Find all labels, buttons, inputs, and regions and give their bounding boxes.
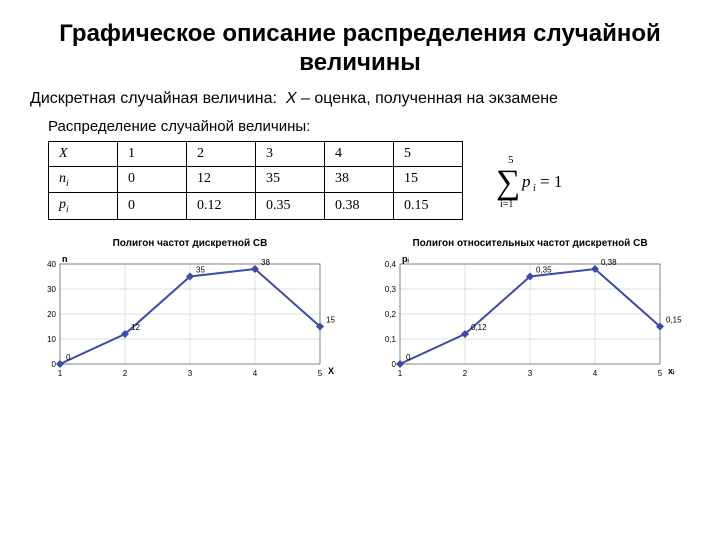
svg-text:20: 20: [47, 310, 56, 319]
svg-text:5: 5: [658, 369, 663, 378]
subtitle: Дискретная случайная величина: X – оценк…: [30, 90, 690, 108]
svg-text:0: 0: [66, 353, 71, 362]
svg-text:0,1: 0,1: [385, 335, 397, 344]
svg-text:0,38: 0,38: [601, 258, 617, 267]
svg-text:3: 3: [528, 369, 533, 378]
svg-text:xᵢ: xᵢ: [668, 366, 675, 376]
svg-text:2: 2: [123, 369, 128, 378]
subtitle-var: X: [286, 90, 297, 107]
chart-frequencies: Полигон частот дискретной СВ 01020304012…: [30, 238, 350, 387]
svg-text:X: X: [328, 366, 334, 376]
svg-text:30: 30: [47, 285, 56, 294]
svg-text:12: 12: [131, 323, 140, 332]
svg-text:10: 10: [47, 335, 56, 344]
svg-text:5: 5: [318, 369, 323, 378]
table-row: ni 0 12 35 38 15: [49, 166, 463, 193]
page-title: Графическое описание распределения случа…: [30, 20, 690, 78]
svg-text:4: 4: [253, 369, 258, 378]
svg-text:0: 0: [392, 360, 397, 369]
svg-text:1: 1: [58, 369, 63, 378]
svg-text:pᵢ: pᵢ: [402, 254, 409, 264]
row-header: ni: [49, 166, 118, 193]
table-row: pi 0 0.12 0.35 0.38 0.15: [49, 193, 463, 220]
svg-text:3: 3: [188, 369, 193, 378]
svg-text:0,4: 0,4: [385, 260, 397, 269]
svg-text:15: 15: [326, 316, 335, 325]
row-header: X: [49, 141, 118, 166]
chart1-svg: 01020304012345012353815nX: [30, 252, 350, 382]
svg-text:35: 35: [196, 266, 205, 275]
distribution-label: Распределение случайной величины:: [48, 118, 690, 135]
svg-text:i: i: [533, 183, 536, 194]
chart2-title: Полигон относительных частот дискретной …: [370, 238, 690, 250]
formula-body: p: [521, 172, 531, 191]
sigma-icon: ∑: [496, 164, 520, 201]
svg-text:38: 38: [261, 258, 270, 267]
svg-text:= 1: = 1: [540, 172, 562, 191]
chart2-svg: 0 0,1 0,2 0,3 0,4 1 2 3 4 5 0 0,12 0,35 0,38 0,15 pᵢ xᵢ: [370, 252, 690, 382]
svg-text:4: 4: [593, 369, 598, 378]
table-row: X 1 2 3 4 5: [49, 141, 463, 166]
svg-text:1: 1: [398, 369, 403, 378]
sum-lower: i=1: [500, 199, 513, 210]
sum-formula: 5 ∑ i=1 p i = 1: [478, 141, 568, 216]
subtitle-desc: – оценка, полученная на экзамене: [297, 90, 558, 107]
svg-text:0: 0: [52, 360, 57, 369]
distribution-table: X 1 2 3 4 5 ni 0 12 35 38 15 pi 0 0.12 0…: [48, 141, 463, 221]
row-header: pi: [49, 193, 118, 220]
svg-text:0,15: 0,15: [666, 316, 682, 325]
svg-text:40: 40: [47, 260, 56, 269]
chart1-title: Полигон частот дискретной СВ: [30, 238, 350, 250]
svg-text:0: 0: [406, 353, 411, 362]
svg-text:0,35: 0,35: [536, 266, 552, 275]
svg-text:0,12: 0,12: [471, 323, 487, 332]
svg-text:0,3: 0,3: [385, 285, 397, 294]
svg-text:n: n: [62, 254, 68, 264]
chart-relative-frequencies: Полигон относительных частот дискретной …: [370, 238, 690, 387]
svg-text:0,2: 0,2: [385, 310, 397, 319]
svg-text:2: 2: [463, 369, 468, 378]
subtitle-prefix: Дискретная случайная величина:: [30, 90, 277, 107]
